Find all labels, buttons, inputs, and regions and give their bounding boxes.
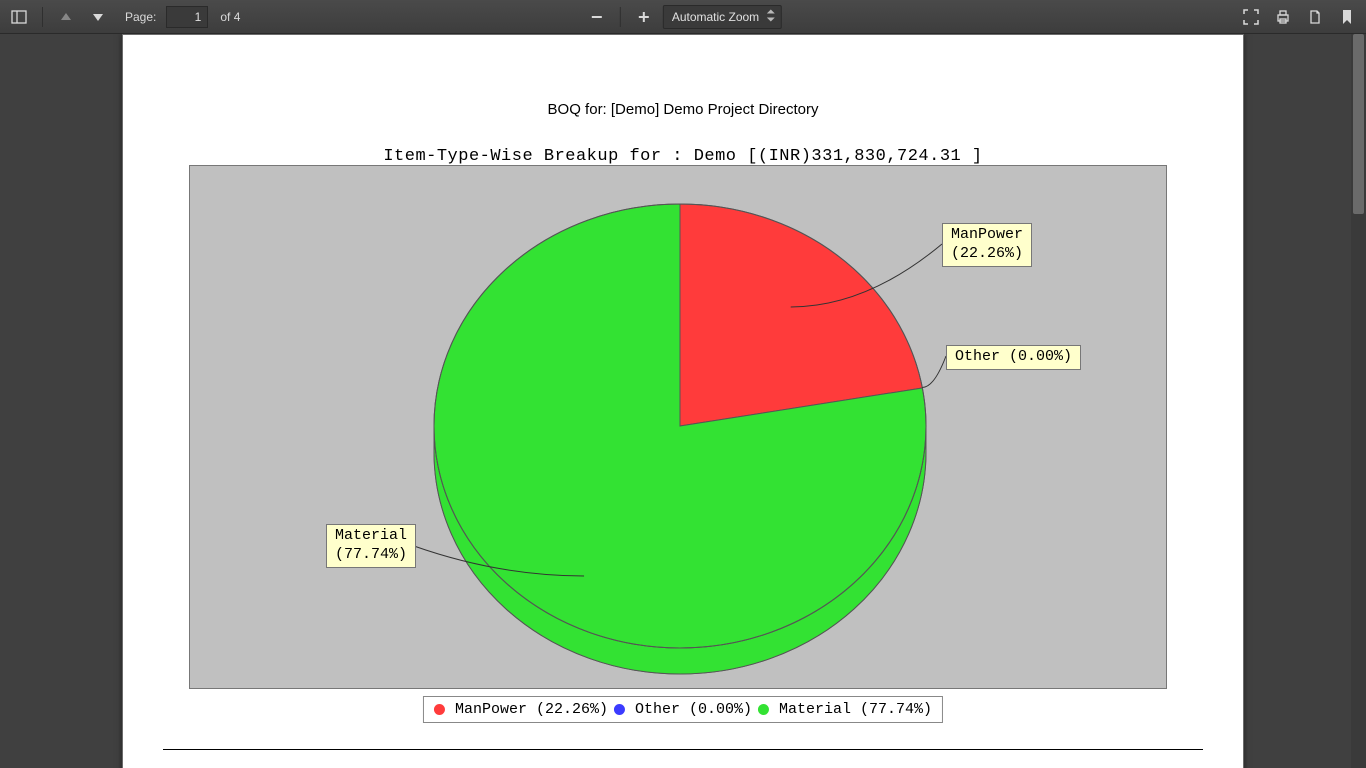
bookmark-icon: [1340, 9, 1354, 25]
download-icon: [1307, 9, 1323, 25]
divider: [163, 749, 1203, 750]
page-label: Page:: [125, 10, 156, 24]
prev-page-button[interactable]: [53, 4, 79, 30]
zoom-in-button[interactable]: [631, 4, 657, 30]
minus-icon: [590, 10, 604, 24]
arrow-up-icon: [59, 10, 73, 24]
pdf-viewer[interactable]: BOQ for: [Demo] Demo Project Directory I…: [0, 34, 1366, 768]
zoom-select-value: Automatic Zoom: [672, 10, 759, 24]
legend-item-label: Other (0.00%): [635, 701, 752, 718]
legend-item-label: ManPower (22.26%): [455, 701, 608, 718]
chart-panel: ManPower (22.26%) Other (0.00%) Material…: [189, 165, 1167, 689]
plus-icon: [637, 10, 651, 24]
callout-other: Other (0.00%): [946, 345, 1081, 370]
pdf-toolbar: Page: of 4 Automatic Zoom: [0, 0, 1366, 34]
chart-legend: ManPower (22.26%) Other (0.00%) Material (…: [423, 696, 943, 723]
legend-item-label: Material (77.74%): [779, 701, 932, 718]
legend-swatch: [758, 704, 769, 715]
legend-swatch: [614, 704, 625, 715]
print-button[interactable]: [1270, 4, 1296, 30]
presentation-button[interactable]: [1238, 4, 1264, 30]
zoom-select[interactable]: Automatic Zoom: [663, 5, 782, 29]
chevron-updown-icon: [767, 9, 775, 24]
page-number-input[interactable]: [166, 6, 208, 28]
sidebar-icon: [11, 9, 27, 25]
print-icon: [1275, 9, 1291, 25]
callout-material: Material (77.74%): [326, 524, 416, 568]
zoom-out-button[interactable]: [584, 4, 610, 30]
pdf-page: BOQ for: [Demo] Demo Project Directory I…: [122, 34, 1244, 768]
vertical-scrollbar[interactable]: [1351, 34, 1366, 768]
next-page-button[interactable]: [85, 4, 111, 30]
document-title: BOQ for: [Demo] Demo Project Directory: [123, 101, 1243, 118]
chart-title: Item-Type-Wise Breakup for : Demo [(INR)…: [123, 147, 1243, 166]
download-button[interactable]: [1302, 4, 1328, 30]
sidebar-toggle-button[interactable]: [6, 4, 32, 30]
scrollbar-thumb[interactable]: [1353, 34, 1364, 214]
bookmark-button[interactable]: [1334, 4, 1360, 30]
page-total-label: of 4: [220, 10, 240, 24]
legend-swatch: [434, 704, 445, 715]
callout-manpower: ManPower (22.26%): [942, 223, 1032, 267]
arrow-down-icon: [91, 10, 105, 24]
fullscreen-icon: [1243, 9, 1259, 25]
